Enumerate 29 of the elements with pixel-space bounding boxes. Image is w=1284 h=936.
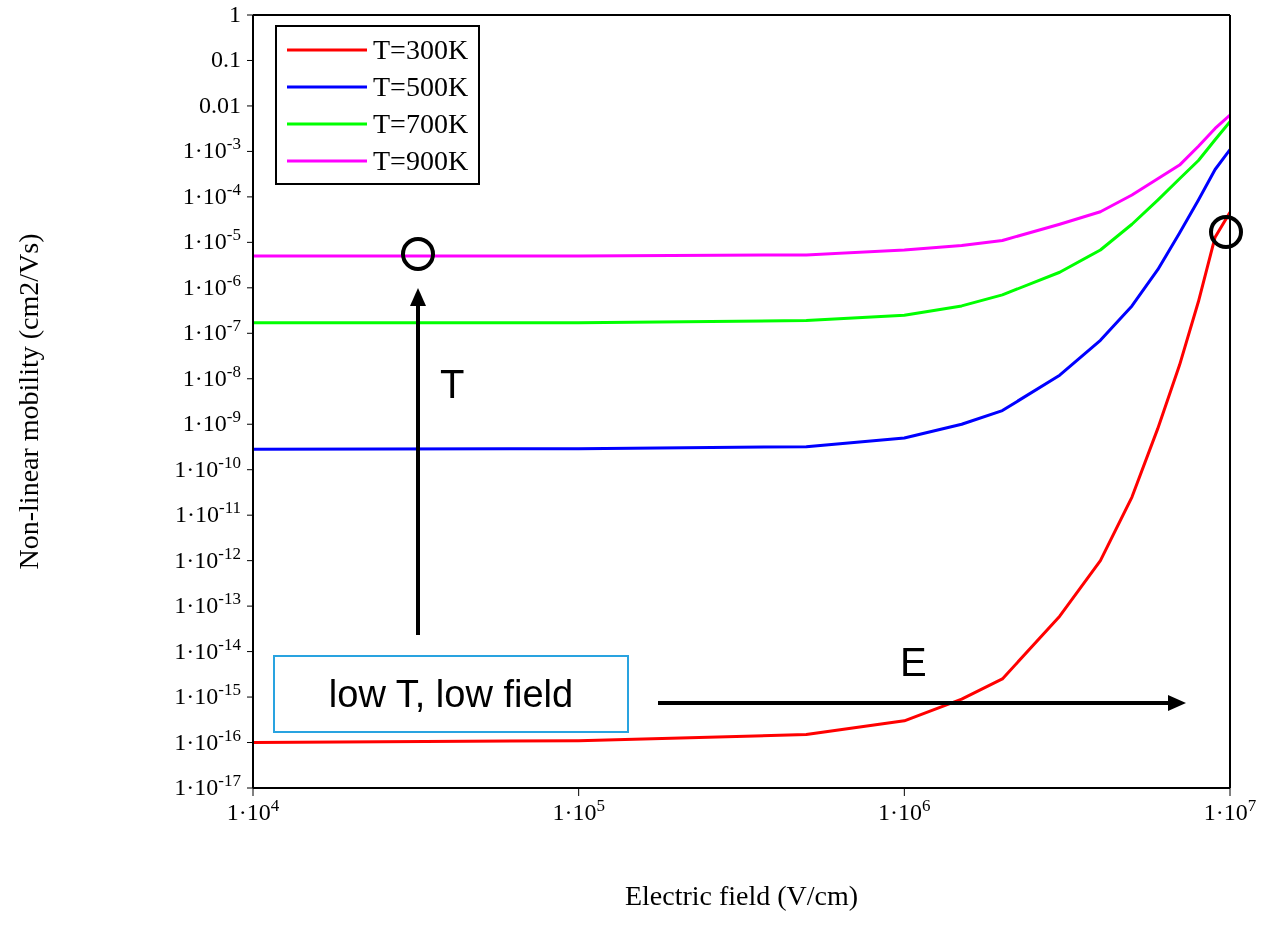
x-tick-label: 1·10$^{5}$ — [552, 795, 605, 825]
y-tick-label: 1·10$^{-12}$ — [174, 543, 241, 573]
y-tick-label: 1·10$^{-13}$ — [174, 588, 241, 619]
y-tick-label: 1·10$^{-16}$ — [174, 725, 241, 755]
annotation: T — [440, 362, 465, 407]
y-tick-label: 1·10$^{-9}$ — [182, 406, 241, 437]
y-tick-label: 1·10$^{-14}$ — [174, 634, 242, 664]
y-tick-label: 1·10$^{-15}$ — [174, 679, 241, 710]
y-tick-label: 1·10$^{-7}$ — [182, 315, 242, 346]
y-tick-label: 1·10$^{-3}$ — [182, 133, 241, 164]
y-tick-label: 1·10$^{-4}$ — [182, 179, 242, 209]
legend-label: T=700K — [373, 107, 469, 140]
y-tick-label: 0.01 — [199, 91, 241, 118]
legend-label: T=300K — [373, 33, 469, 66]
legend-label: T=500K — [373, 70, 469, 103]
y-tick-label: 1·10$^{-11}$ — [174, 497, 241, 528]
annotation: low T, low field — [273, 655, 629, 733]
legend-label: T=900K — [373, 144, 469, 177]
x-tick-label: 1·10$^{7}$ — [1203, 795, 1257, 825]
y-axis-title: Non-linear mobility (cm2/Vs) — [12, 233, 44, 570]
y-tick-label: 0.1 — [211, 46, 241, 73]
y-tick-label: 1·10$^{-5}$ — [182, 224, 241, 255]
y-tick-label: 1·10$^{-6}$ — [182, 270, 241, 300]
y-tick-label: 1·10$^{-8}$ — [182, 361, 241, 391]
x-axis-title: Electric field (V/cm) — [624, 880, 859, 911]
annotation: E — [900, 640, 927, 685]
x-tick-label: 1·10$^{6}$ — [878, 795, 931, 825]
y-tick-label: 1 — [229, 1, 241, 27]
y-tick-label: 1·10$^{-10}$ — [174, 452, 241, 482]
